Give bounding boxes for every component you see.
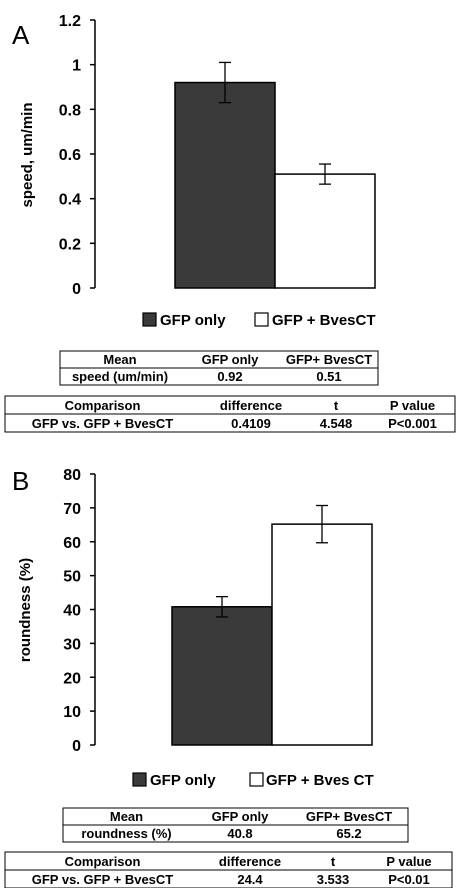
y-tick-label: 0.4 [59, 192, 81, 209]
mean-table: Mean GFP only GFP+ BvesCT roundness (%) 40.8… [62, 807, 409, 843]
y-tick-label: 10 [63, 704, 81, 721]
mean-table: Mean GFP only GFP+ BvesCT speed (um/min) 0.9… [59, 350, 379, 386]
legend-swatch [249, 772, 264, 787]
comparison-table: Comparison difference t P value GFP vs. GFP … [4, 851, 453, 888]
y-tick-label: 1 [72, 58, 81, 75]
table-header-cell: Mean [103, 352, 136, 367]
legend-label: GFP only [160, 312, 226, 329]
y-tick-label: 20 [63, 670, 81, 687]
y-tick-label: 60 [63, 535, 81, 552]
y-tick-label: 70 [63, 501, 81, 518]
table-header-cell: P value [390, 398, 435, 413]
table-cell: roundness (%) [81, 826, 171, 841]
table-header-cell: t [331, 854, 336, 869]
y-tick-label: 0.8 [59, 102, 81, 119]
table-cell: 3.533 [317, 872, 350, 887]
table-cell: GFP vs. GFP + BvesCT [32, 872, 174, 887]
table-header-cell: difference [219, 854, 281, 869]
table-header-cell: P value [386, 854, 431, 869]
legend-label: GFP + Bves CT [266, 772, 374, 789]
bar-gfp-bves [271, 523, 373, 746]
table-cell: 40.8 [227, 826, 252, 841]
y-tick-label: 0 [72, 738, 81, 755]
table-cell: 4.548 [320, 416, 353, 431]
table-header-cell: difference [220, 398, 282, 413]
table-cell: 0.92 [217, 369, 242, 384]
legend-label: GFP only [150, 772, 216, 789]
table-cell: P<0.001 [388, 416, 437, 431]
table-cell: 0.4109 [231, 416, 271, 431]
table-cell: P<0.01 [388, 872, 430, 887]
legend-swatch [142, 312, 157, 327]
table-cell: 0.51 [316, 369, 341, 384]
table-header-cell: Comparison [65, 398, 141, 413]
table-header-cell: Mean [110, 809, 143, 824]
y-tick-label: 80 [63, 467, 81, 484]
y-tick-label: 50 [63, 569, 81, 586]
y-tick-label: 0 [72, 281, 81, 298]
table-header-cell: t [334, 398, 339, 413]
table-header-cell: Comparison [65, 854, 141, 869]
bar-gfp-only [174, 81, 276, 289]
table-header-cell: GFP only [212, 809, 270, 824]
bar-gfp-only [171, 606, 273, 746]
table-cell: 65.2 [336, 826, 361, 841]
table-header-cell: GFP+ BvesCT [306, 809, 392, 824]
y-tick-label: 1.2 [59, 13, 81, 30]
table-header-cell: GFP only [202, 352, 260, 367]
y-tick-label: 40 [63, 603, 81, 620]
table-cell: GFP vs. GFP + BvesCT [32, 416, 174, 431]
bar-gfp-bves [274, 173, 376, 289]
comparison-table: Comparison difference t P value GFP vs. GFP … [4, 395, 456, 433]
panel-label: B [12, 466, 29, 496]
legend-label: GFP + BvesCT [272, 312, 376, 329]
panel-label: A [12, 20, 30, 50]
table-cell: speed (um/min) [72, 369, 168, 384]
y-axis-label: roundness (%) [17, 558, 34, 662]
y-axis-label: speed, um/min [19, 102, 36, 207]
table-header-cell: GFP+ BvesCT [286, 352, 372, 367]
y-tick-label: 30 [63, 636, 81, 653]
legend-swatch [132, 772, 147, 787]
table-cell: 24.4 [237, 872, 263, 887]
legend-swatch [254, 312, 269, 327]
y-tick-label: 0.6 [59, 147, 81, 164]
y-tick-label: 0.2 [59, 236, 81, 253]
